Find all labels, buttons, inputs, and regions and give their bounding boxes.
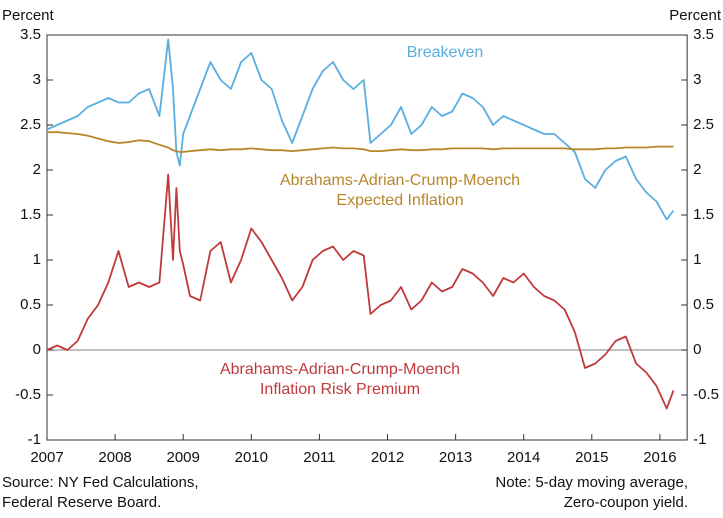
y-tick-label: -0.5 <box>15 386 41 403</box>
y-tick-label: 1 <box>33 251 41 268</box>
y2-tick-label: 0 <box>693 341 701 358</box>
y2-tick-label: 3 <box>693 71 701 88</box>
x-tick-label: 2012 <box>371 449 404 466</box>
series-label: Breakeven <box>406 44 484 61</box>
y-tick-label: 3.5 <box>20 26 41 43</box>
y2-tick-label: 3.5 <box>693 26 714 43</box>
y-label: Percent <box>2 7 55 24</box>
y2-tick-label: -0.5 <box>693 386 719 403</box>
y-tick-label: 3 <box>33 71 41 88</box>
y2-tick-label: 0.5 <box>693 296 714 313</box>
y2-tick-label: 2 <box>693 161 701 178</box>
series-line <box>46 38 675 221</box>
x-tick-label: 2009 <box>167 449 200 466</box>
y-tick-label: 0.5 <box>20 296 41 313</box>
series-label: Abrahams-Adrian-Crump-Moench Expected In… <box>279 172 521 209</box>
x-tick-label: 2011 <box>303 449 335 466</box>
y2-tick-label: 2.5 <box>693 116 714 133</box>
plot-frame <box>46 34 688 441</box>
x-tick-label: 2008 <box>98 449 131 466</box>
y-tick-label: 1.5 <box>20 206 41 223</box>
x-tick-label: 2014 <box>507 449 540 466</box>
series-label: Abrahams-Adrian-Crump-Moench Inflation R… <box>219 361 461 398</box>
series-line <box>46 173 675 410</box>
x-tick-label: 2013 <box>439 449 472 466</box>
source-note: Source: NY Fed Calculations, <box>2 474 199 491</box>
footnote: Zero-coupon yield. <box>564 494 688 511</box>
x-tick-label: 2015 <box>575 449 608 466</box>
y-tick-label: 0 <box>33 341 41 358</box>
y2-tick-label: 1 <box>693 251 701 268</box>
y2-tick-label: 1.5 <box>693 206 714 223</box>
y-tick-label: 2.5 <box>20 116 41 133</box>
y-tick-label: 2 <box>33 161 41 178</box>
x-tick-label: 2007 <box>30 449 63 466</box>
source-note: Federal Reserve Board. <box>2 494 161 511</box>
y-tick-label: -1 <box>28 431 41 448</box>
x-tick-label: 2016 <box>643 449 676 466</box>
x-tick-label: 2010 <box>235 449 268 466</box>
y2-tick-label: -1 <box>693 431 706 448</box>
footnote: Note: 5-day moving average, <box>495 474 688 491</box>
series-line <box>47 131 674 153</box>
y2-label: Percent <box>669 7 722 24</box>
